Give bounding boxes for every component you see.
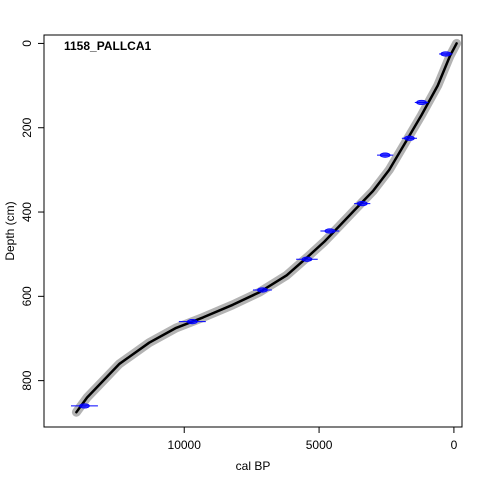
x-tick-label: 0 — [451, 438, 458, 452]
date-marker — [70, 403, 98, 409]
date-marker — [253, 287, 272, 293]
date-marker — [401, 135, 417, 141]
date-marker — [178, 319, 206, 325]
y-tick-label: 200 — [20, 117, 34, 137]
date-marker — [439, 51, 453, 57]
y-tick-label: 800 — [20, 370, 34, 390]
plot-frame — [43, 34, 463, 428]
date-point — [257, 287, 268, 293]
y-tick-label: 0 — [20, 40, 34, 47]
date-point — [324, 228, 336, 234]
y-tick-label: 400 — [20, 202, 34, 222]
model-line — [75, 42, 458, 414]
chart-title: 1158_PALLCA1 — [64, 39, 151, 53]
date-marker — [296, 256, 318, 262]
date-point — [379, 152, 391, 158]
date-point — [356, 201, 368, 207]
y-axis-label: Depth (cm) — [3, 201, 17, 260]
date-marker — [354, 201, 371, 207]
y-axis: 0 200 400 600 800 — [20, 40, 44, 391]
date-point — [440, 51, 452, 57]
date-point — [301, 256, 313, 262]
x-axis: 10000 5000 0 — [168, 427, 458, 452]
date-point — [79, 403, 90, 409]
date-point — [186, 319, 198, 325]
x-axis-label: cal BP — [236, 459, 271, 473]
date-point — [404, 135, 415, 141]
plot-area — [70, 38, 462, 417]
date-marker — [377, 152, 394, 158]
y-tick-label: 600 — [20, 286, 34, 306]
date-point — [416, 99, 427, 106]
date-marker — [414, 99, 429, 106]
x-tick-label: 5000 — [306, 438, 333, 452]
uncertainty-band — [71, 38, 462, 417]
x-tick-label: 10000 — [168, 438, 202, 452]
date-marker — [320, 228, 340, 234]
